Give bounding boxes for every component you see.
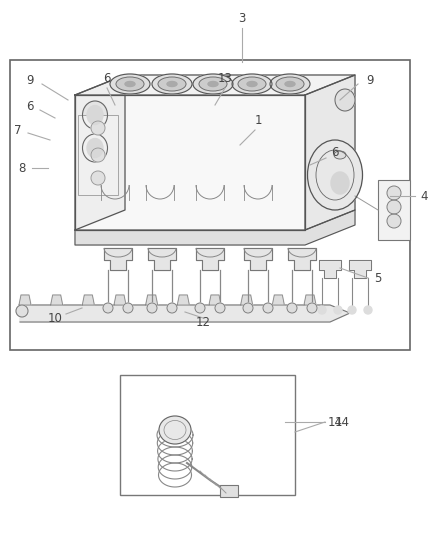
Circle shape	[334, 306, 342, 314]
Ellipse shape	[238, 77, 266, 91]
Ellipse shape	[331, 172, 349, 194]
Ellipse shape	[87, 106, 103, 125]
Text: 10: 10	[48, 311, 63, 325]
Ellipse shape	[247, 82, 257, 86]
Circle shape	[348, 306, 356, 314]
Polygon shape	[209, 295, 221, 305]
Circle shape	[287, 303, 297, 313]
Polygon shape	[104, 248, 132, 270]
Text: 9: 9	[366, 74, 374, 86]
Polygon shape	[146, 295, 158, 305]
Text: 5: 5	[374, 271, 381, 285]
Circle shape	[147, 303, 157, 313]
Ellipse shape	[116, 77, 144, 91]
Circle shape	[123, 303, 133, 313]
Ellipse shape	[87, 139, 103, 157]
Bar	[10, 60, 410, 350]
Circle shape	[91, 148, 105, 162]
Ellipse shape	[270, 74, 310, 94]
Circle shape	[195, 303, 205, 313]
Bar	[378, 180, 410, 240]
Ellipse shape	[334, 151, 346, 159]
Text: 7: 7	[14, 124, 22, 136]
Bar	[120, 375, 295, 495]
Ellipse shape	[285, 82, 295, 86]
Ellipse shape	[335, 89, 355, 111]
Ellipse shape	[208, 82, 218, 86]
Polygon shape	[272, 295, 284, 305]
Text: 6: 6	[331, 146, 339, 158]
Ellipse shape	[276, 77, 304, 91]
Ellipse shape	[125, 82, 135, 86]
Text: 8: 8	[18, 161, 26, 174]
Polygon shape	[196, 248, 224, 270]
Polygon shape	[51, 295, 63, 305]
Ellipse shape	[110, 74, 150, 94]
Ellipse shape	[159, 416, 191, 444]
Text: 12: 12	[195, 316, 211, 328]
Circle shape	[263, 303, 273, 313]
Text: 6: 6	[26, 101, 34, 114]
Polygon shape	[19, 295, 31, 305]
Text: 14: 14	[335, 416, 350, 429]
Ellipse shape	[199, 77, 227, 91]
Ellipse shape	[193, 74, 233, 94]
Text: 13: 13	[218, 71, 233, 85]
Text: 9: 9	[26, 74, 34, 86]
Circle shape	[318, 306, 326, 314]
Circle shape	[91, 121, 105, 135]
Polygon shape	[20, 305, 350, 322]
Circle shape	[387, 214, 401, 228]
Polygon shape	[349, 260, 371, 278]
Polygon shape	[148, 248, 176, 270]
Bar	[220, 485, 238, 497]
Polygon shape	[75, 210, 355, 245]
Circle shape	[307, 303, 317, 313]
Circle shape	[243, 303, 253, 313]
Text: 1: 1	[254, 114, 262, 126]
Text: 3: 3	[238, 12, 246, 25]
Polygon shape	[305, 75, 355, 230]
Polygon shape	[319, 260, 341, 278]
Ellipse shape	[167, 82, 177, 86]
Circle shape	[91, 171, 105, 185]
Polygon shape	[244, 248, 272, 270]
Polygon shape	[304, 295, 316, 305]
Text: 14: 14	[328, 416, 343, 429]
Ellipse shape	[82, 134, 107, 162]
Text: 4: 4	[420, 190, 428, 203]
Bar	[78, 115, 118, 195]
Circle shape	[167, 303, 177, 313]
Ellipse shape	[307, 140, 363, 210]
Polygon shape	[114, 295, 126, 305]
Ellipse shape	[232, 74, 272, 94]
Polygon shape	[82, 295, 94, 305]
Circle shape	[387, 186, 401, 200]
Polygon shape	[240, 295, 253, 305]
Polygon shape	[177, 295, 189, 305]
Circle shape	[16, 305, 28, 317]
Ellipse shape	[82, 101, 107, 129]
Text: 6: 6	[103, 71, 111, 85]
Circle shape	[387, 200, 401, 214]
Polygon shape	[75, 75, 355, 95]
Circle shape	[215, 303, 225, 313]
Ellipse shape	[158, 77, 186, 91]
Circle shape	[103, 303, 113, 313]
Ellipse shape	[152, 74, 192, 94]
Circle shape	[364, 306, 372, 314]
Polygon shape	[75, 75, 125, 230]
Polygon shape	[288, 248, 316, 270]
Polygon shape	[75, 95, 305, 230]
